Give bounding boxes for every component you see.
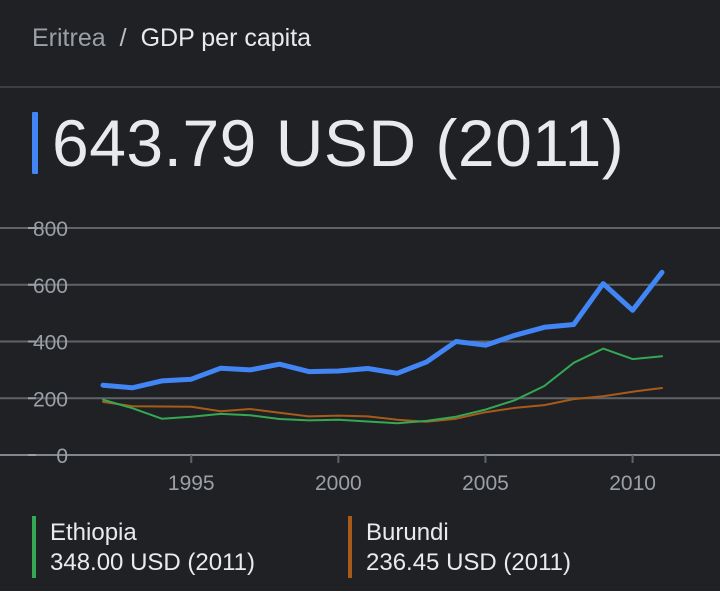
legend-color-bar-ethiopia [32, 516, 36, 578]
breadcrumb: Eritrea / GDP per capita [32, 20, 311, 56]
legend-name-burundi: Burundi [366, 519, 449, 546]
ytick-label-200: 200 [33, 388, 68, 411]
xtick-label-2000: 2000 [315, 472, 362, 495]
headline-value: 643.79 USD (2011) [32, 106, 624, 180]
breadcrumb-parent[interactable]: Eritrea [32, 23, 106, 52]
series-line-burundi [102, 387, 663, 423]
legend-value-ethiopia: 348.00 USD (2011) [50, 549, 256, 576]
breadcrumb-separator: / [119, 23, 127, 52]
legend-item-burundi[interactable]: Burundi 236.45 USD (2011) [348, 516, 571, 580]
series-line-eritrea [100, 269, 665, 391]
series-line-ethiopia [102, 347, 663, 425]
ytick-label-600: 600 [33, 275, 68, 298]
legend-item-ethiopia[interactable]: Ethiopia 348.00 USD (2011) [32, 516, 255, 580]
ytick-label-400: 400 [33, 332, 68, 355]
legend-color-bar-burundi [348, 516, 352, 578]
headline-value-text: 643.79 USD (2011) [52, 106, 625, 180]
xtick-label-2010: 2010 [609, 472, 656, 495]
ytick-label-800: 800 [33, 218, 68, 241]
headline-accent-bar [32, 112, 38, 174]
legend-value-burundi: 236.45 USD (2011) [366, 549, 572, 576]
xtick-label-2005: 2005 [462, 472, 509, 495]
header-divider [0, 86, 720, 88]
breadcrumb-current: GDP per capita [140, 23, 312, 52]
legend-name-ethiopia: Ethiopia [50, 519, 137, 546]
xtick-label-1995: 1995 [168, 472, 215, 495]
ytick-label-0: 0 [56, 445, 68, 468]
gdp-line-chart[interactable]: 0 200 400 600 800 1995 2000 2005 2010 [0, 205, 720, 505]
